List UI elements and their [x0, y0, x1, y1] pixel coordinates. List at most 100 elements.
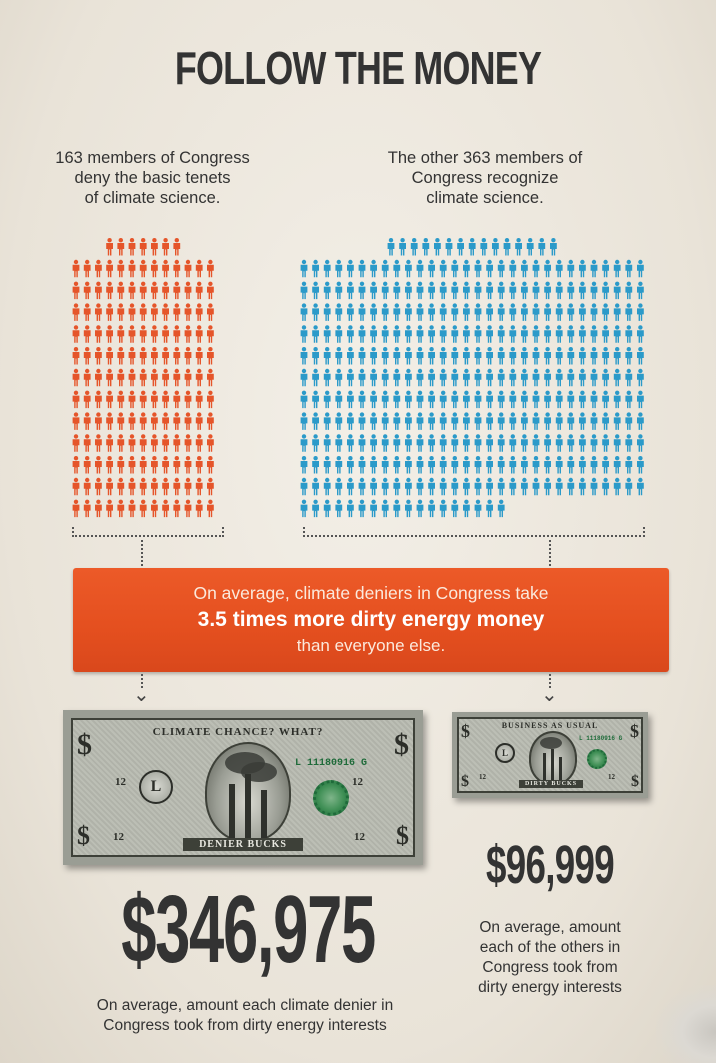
person-icon	[139, 281, 147, 300]
person-icon	[83, 347, 91, 365]
person-icon	[312, 434, 319, 452]
person-icon	[405, 477, 412, 496]
person-icon	[184, 325, 192, 343]
person-icon	[567, 456, 575, 474]
person-icon	[509, 303, 517, 321]
person-icon	[463, 303, 470, 321]
person-icon	[173, 259, 181, 278]
person-icon	[128, 259, 136, 278]
person-icon	[555, 456, 563, 474]
banner-line-1: On average, climate deniers in Congress …	[193, 583, 549, 603]
person-icon	[151, 390, 158, 409]
person-icon	[393, 390, 401, 409]
person-icon	[451, 499, 459, 518]
person-icon	[139, 434, 147, 452]
person-icon	[602, 390, 609, 409]
person-icon	[162, 347, 169, 365]
deniers-people-grid	[72, 238, 214, 518]
person-icon	[347, 325, 354, 343]
person-icon	[128, 238, 136, 256]
person-icon	[451, 303, 459, 321]
person-icon	[173, 368, 181, 387]
person-icon	[300, 259, 308, 278]
person-icon	[532, 368, 540, 387]
person-icon	[335, 456, 343, 474]
dirty-bucks-bill: BUSINESS AS USUAL $ $ $ $ 12 12 L L 1118…	[452, 712, 648, 798]
person-icon	[184, 390, 192, 409]
person-icon	[358, 499, 366, 518]
person-icon	[184, 303, 192, 321]
person-icon	[625, 281, 633, 300]
person-icon	[117, 456, 125, 474]
person-icon	[381, 456, 389, 474]
person-icon	[106, 303, 113, 321]
person-icon	[416, 456, 424, 474]
person-icon	[428, 434, 435, 452]
person-icon	[128, 325, 136, 343]
person-icon	[72, 347, 80, 365]
person-icon	[405, 412, 412, 430]
person-icon	[117, 325, 125, 343]
person-icon	[625, 325, 633, 343]
person-icon	[195, 477, 203, 496]
person-icon	[532, 325, 540, 343]
person-icon	[474, 347, 482, 365]
person-icon	[625, 303, 633, 321]
person-icon	[184, 368, 192, 387]
person-icon	[532, 390, 540, 409]
person-icon	[162, 456, 169, 474]
person-icon	[590, 303, 598, 321]
bill-top-text: CLIMATE CHANCE? WHAT?	[152, 726, 324, 738]
person-icon	[393, 303, 401, 321]
person-icon	[184, 456, 192, 474]
person-icon	[207, 390, 214, 409]
person-icon	[497, 325, 505, 343]
description-line: On average, amount	[479, 919, 621, 936]
person-icon	[381, 259, 389, 278]
person-icon	[195, 325, 203, 343]
person-icon	[393, 347, 401, 365]
person-icon	[451, 477, 459, 496]
person-icon	[300, 390, 308, 409]
person-icon	[335, 412, 343, 430]
person-icon	[544, 390, 551, 409]
person-icon	[486, 259, 493, 278]
person-icon	[207, 281, 214, 300]
bill-corner-symbol: $	[630, 721, 639, 741]
person-icon	[521, 456, 528, 474]
person-icon	[602, 368, 609, 387]
treasury-seal	[587, 749, 607, 769]
person-icon	[463, 434, 470, 452]
person-icon	[579, 412, 586, 430]
person-icon	[474, 303, 482, 321]
person-icon	[486, 412, 493, 430]
person-icon	[625, 368, 633, 387]
person-icon	[451, 347, 459, 365]
person-icon	[625, 456, 633, 474]
person-icon	[83, 499, 91, 518]
person-icon	[532, 477, 540, 496]
person-icon	[486, 368, 493, 387]
person-icon	[428, 303, 435, 321]
person-icon	[162, 434, 169, 452]
person-icon	[195, 434, 203, 452]
person-icon	[532, 412, 540, 430]
person-icon	[162, 368, 169, 387]
person-icon	[162, 499, 169, 518]
person-icon	[579, 281, 586, 300]
smokestack	[559, 757, 562, 781]
treasury-seal	[313, 780, 349, 816]
person-icon	[439, 259, 447, 278]
person-icon	[95, 368, 102, 387]
person-icon	[139, 499, 147, 518]
person-icon	[567, 412, 575, 430]
description-line: On average, amount each climate denier i…	[96, 997, 394, 1014]
caption-line: of climate science.	[84, 189, 221, 207]
person-icon	[602, 477, 609, 496]
person-icon	[347, 368, 354, 387]
person-icon	[555, 303, 563, 321]
person-icon	[463, 412, 470, 430]
person-icon	[486, 325, 493, 343]
person-icon	[117, 238, 125, 256]
person-icon	[405, 347, 412, 365]
